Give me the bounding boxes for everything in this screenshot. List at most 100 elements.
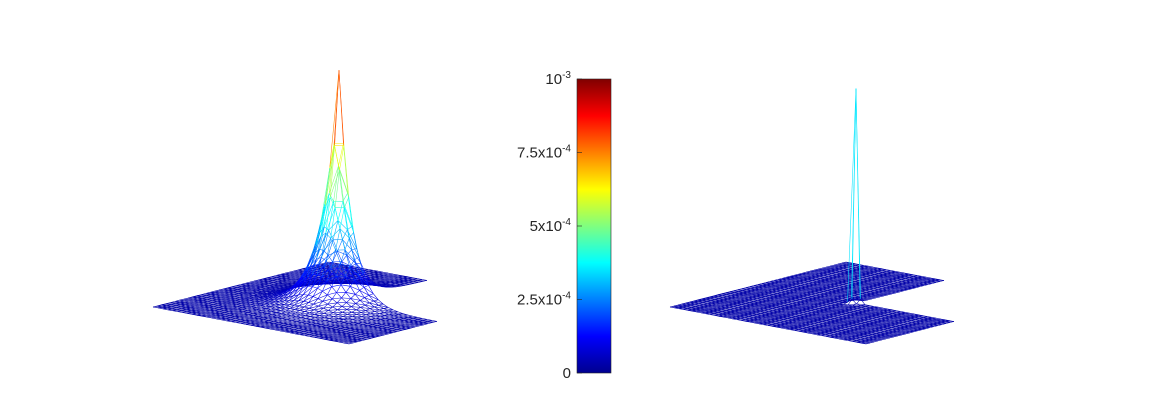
mesh-edge	[355, 278, 361, 281]
mesh-edge	[317, 278, 328, 281]
mesh-edge	[313, 264, 320, 275]
mesh-edge	[308, 302, 314, 305]
mesh-edge	[349, 237, 359, 257]
mesh-edge	[355, 290, 360, 295]
mesh-edge	[322, 276, 328, 279]
mesh-edge	[360, 304, 366, 308]
mesh-edge	[309, 312, 315, 315]
mesh-edge	[344, 237, 350, 250]
mesh-edge	[323, 266, 328, 271]
mesh-edge	[347, 229, 357, 249]
mesh-edge	[322, 290, 328, 296]
mesh-edge	[351, 265, 361, 274]
mesh-edge	[340, 249, 346, 264]
mesh-edge	[238, 292, 248, 294]
mesh-edge	[312, 281, 323, 284]
mesh-edge	[303, 301, 309, 303]
mesh-edge	[336, 261, 343, 269]
mesh-edge	[413, 282, 419, 284]
mesh-edge	[346, 298, 351, 303]
mesh-edge	[267, 293, 278, 297]
mesh-edge	[257, 291, 267, 293]
mesh-edge	[332, 306, 338, 310]
mesh-edge	[338, 143, 344, 166]
mesh-edge	[350, 266, 356, 275]
mesh-edge	[328, 314, 334, 317]
mesh-edge	[230, 299, 241, 301]
mesh-edge	[374, 305, 379, 308]
mesh-edge	[268, 294, 278, 299]
colorbar-ticks: 0 2.5x10-4 5x10-4 7.5x10-4 10-3	[517, 70, 582, 382]
mesh-edge	[360, 272, 366, 280]
mesh-edge	[345, 275, 351, 279]
mesh-edge	[368, 295, 379, 300]
mesh-edge	[338, 165, 349, 193]
mesh-edge	[355, 273, 366, 280]
mesh-edge	[346, 302, 356, 304]
mesh-edge	[379, 308, 384, 311]
left-surface-mesh	[152, 70, 438, 345]
mesh-edge	[354, 256, 359, 261]
mesh-edge	[323, 255, 329, 267]
mesh-edge	[342, 229, 348, 240]
mesh-edge	[332, 261, 338, 269]
mesh-edge	[337, 309, 343, 313]
mesh-edge	[332, 297, 342, 300]
mesh-edge	[343, 143, 349, 193]
mesh-edge	[318, 311, 324, 314]
mesh-edge	[346, 269, 351, 276]
mesh-edge	[333, 312, 339, 315]
mesh-edge	[351, 248, 357, 251]
mesh-edge	[284, 300, 295, 305]
mesh-edge	[325, 145, 335, 206]
mesh-edge	[331, 284, 342, 287]
mesh-edge	[338, 314, 344, 317]
mesh-edge	[359, 278, 370, 283]
mesh-edge	[369, 279, 375, 284]
mesh-edge	[252, 291, 262, 293]
mesh-edge	[336, 268, 342, 274]
mesh-edge	[340, 277, 346, 281]
mesh-edge	[333, 165, 339, 202]
mesh-edge	[368, 285, 374, 294]
mesh-edge	[323, 230, 329, 251]
mesh-edge	[313, 279, 318, 281]
mesh-edge	[336, 273, 342, 278]
mesh-edge	[312, 296, 319, 299]
mesh-edge	[341, 254, 348, 262]
mesh-edge	[239, 296, 249, 298]
mesh-edge	[331, 286, 337, 293]
mesh-edge	[326, 281, 337, 283]
mesh-edge	[355, 300, 361, 304]
mesh-edge	[239, 294, 249, 296]
mesh-edge	[418, 281, 423, 283]
mesh-edge	[248, 295, 259, 298]
mesh-edge	[307, 286, 313, 296]
mesh-edge	[337, 220, 348, 230]
mesh-edge	[247, 292, 258, 294]
right-surface-mesh	[669, 88, 955, 345]
mesh-edge	[253, 295, 264, 298]
mesh-edge	[340, 284, 351, 287]
mesh-edge	[256, 289, 267, 291]
mesh-edge	[244, 298, 255, 301]
mesh-edge	[328, 220, 339, 231]
mesh-edge	[332, 306, 343, 308]
mesh-edge	[409, 283, 414, 285]
colorbar-bar	[576, 78, 612, 374]
mesh-edge	[312, 286, 318, 289]
mesh-edge	[340, 279, 351, 282]
mesh-edge	[240, 298, 250, 300]
mesh-edge	[328, 201, 334, 231]
mesh-edge	[404, 284, 410, 286]
mesh-edge	[355, 263, 361, 274]
mesh-edge	[299, 305, 305, 308]
mesh-edge	[323, 313, 329, 316]
mesh-edge	[400, 285, 406, 287]
mesh-edge	[349, 237, 355, 261]
mesh-edge	[345, 277, 356, 281]
mesh-edge	[308, 294, 314, 297]
mesh-edge	[378, 285, 384, 288]
mesh-edge	[299, 310, 305, 312]
mesh-edge	[317, 298, 324, 302]
